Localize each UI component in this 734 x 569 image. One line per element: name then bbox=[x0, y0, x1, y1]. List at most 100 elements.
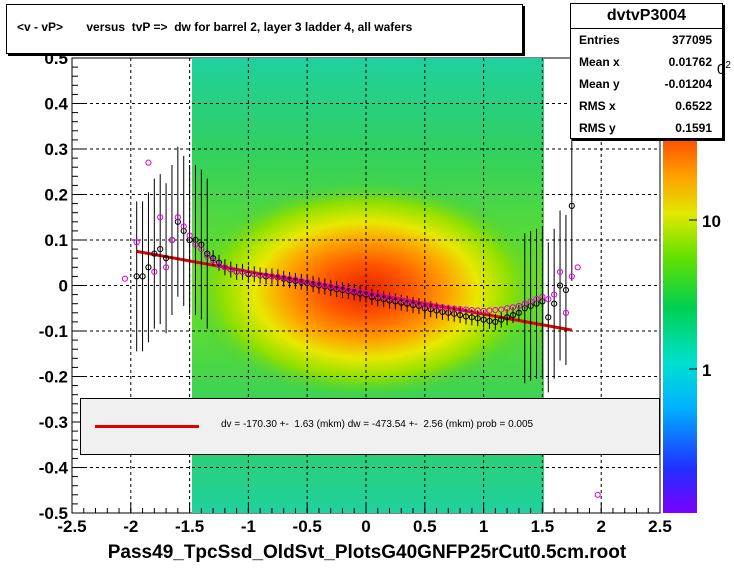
profile-point bbox=[204, 250, 211, 257]
stats-row: Entries 377095 bbox=[571, 29, 722, 51]
profile-point bbox=[151, 250, 158, 257]
profile-point bbox=[474, 315, 481, 322]
profile-point bbox=[139, 273, 146, 280]
x-tick-label: 2 bbox=[596, 517, 605, 536]
profile-point-alt bbox=[480, 307, 487, 315]
profile-point-alt bbox=[492, 306, 499, 314]
profile-point-alt bbox=[498, 306, 505, 313]
profile-point bbox=[515, 309, 522, 316]
x-tick-label: 0 bbox=[361, 517, 370, 536]
profile-point bbox=[392, 298, 399, 305]
profile-point-alt bbox=[415, 300, 423, 307]
x-tick-label: -1 bbox=[241, 517, 256, 536]
profile-point bbox=[409, 301, 417, 309]
stats-value: 0.1591 bbox=[675, 121, 712, 135]
axes: -2.5 -2 -1.5 -1 -0.5 0 0.5 1 1.5 2 2.5 -0.5 -0.4 -0.3… bbox=[39, 49, 672, 536]
profile-point bbox=[145, 264, 152, 271]
profile-point-alt bbox=[227, 266, 234, 273]
profile-point-alt bbox=[198, 246, 205, 253]
profile-point bbox=[492, 318, 499, 325]
profile-point bbox=[133, 273, 140, 280]
profile-points bbox=[121, 86, 634, 498]
profile-point-alt bbox=[404, 298, 411, 305]
profile-point-alt bbox=[268, 273, 276, 280]
profile-point bbox=[551, 300, 558, 307]
profile-point-alt bbox=[474, 307, 481, 314]
profile-point bbox=[215, 259, 223, 266]
profile-point bbox=[433, 307, 440, 314]
profile-point-alt bbox=[327, 283, 334, 290]
y-tick-label: -0.5 bbox=[39, 504, 68, 523]
profile-point-alt bbox=[433, 303, 440, 310]
profile-point-alt bbox=[427, 302, 434, 309]
fit-legend: dv = -170.30 +- 1.63 (mkm) dw = -473.54 … bbox=[80, 398, 660, 455]
profile-point bbox=[157, 246, 164, 253]
stats-value: 377095 bbox=[671, 33, 712, 47]
profile-point-alt bbox=[321, 282, 328, 289]
profile-point-alt bbox=[333, 284, 340, 291]
y-tick-label: -0.3 bbox=[39, 413, 68, 432]
profile-point-alt bbox=[180, 223, 187, 230]
profile-point-alt bbox=[451, 305, 458, 312]
profile-point bbox=[462, 313, 470, 320]
profile-point bbox=[498, 316, 505, 323]
profile-point-alt bbox=[509, 304, 517, 311]
y-tick-label: -0.1 bbox=[39, 322, 68, 341]
profile-point-alt bbox=[157, 214, 164, 221]
profile-point-alt bbox=[274, 273, 281, 280]
stats-row: RMS y 0.1591 bbox=[571, 117, 722, 139]
profile-point-alt bbox=[204, 252, 211, 260]
profile-point-alt bbox=[386, 294, 393, 301]
profile-point-alt bbox=[468, 306, 475, 314]
profile-point bbox=[509, 311, 517, 319]
profile-point-alt bbox=[445, 305, 452, 312]
stats-value: 0.01762 bbox=[668, 55, 712, 69]
profile-point-alt bbox=[239, 268, 246, 275]
color-scale-exponent: 02 bbox=[717, 60, 731, 78]
profile-point-alt bbox=[533, 296, 540, 303]
y-tick-label: 0.4 bbox=[44, 95, 68, 114]
profile-point bbox=[415, 302, 423, 310]
stats-row: RMS x 0.6522 bbox=[571, 95, 722, 117]
profile-point bbox=[533, 300, 540, 307]
profile-point-alt bbox=[409, 299, 417, 306]
profile-point-alt bbox=[121, 275, 129, 282]
profile-point-alt bbox=[392, 296, 399, 303]
profile-point-alt bbox=[280, 274, 287, 281]
profile-point-alt bbox=[262, 272, 270, 279]
profile-point-alt bbox=[456, 306, 464, 313]
profile-point-alt bbox=[286, 275, 293, 282]
profile-point bbox=[198, 241, 205, 248]
profile-point bbox=[480, 316, 487, 323]
profile-point-alt bbox=[210, 257, 217, 264]
profile-point bbox=[421, 305, 428, 312]
profile-point-alt bbox=[556, 268, 564, 275]
profile-point-alt bbox=[215, 261, 223, 269]
profile-point bbox=[210, 255, 217, 262]
profile-point bbox=[556, 282, 564, 289]
profile-point-alt bbox=[539, 293, 546, 300]
profile-point-alt bbox=[398, 296, 405, 304]
profile-point bbox=[374, 295, 381, 302]
profile-point-alt bbox=[221, 264, 228, 271]
profile-point-alt bbox=[257, 271, 264, 279]
profile-point bbox=[186, 236, 193, 244]
profile-point-alt bbox=[245, 270, 252, 277]
exponent-base: 0 bbox=[717, 61, 726, 78]
x-tick-label: -1.5 bbox=[175, 517, 204, 536]
profile-point bbox=[180, 227, 187, 234]
stats-key: Mean x bbox=[579, 55, 620, 69]
y-tick-label: 0 bbox=[59, 277, 68, 296]
profile-point-alt bbox=[568, 273, 575, 280]
x-tick-label: -2 bbox=[123, 517, 138, 536]
profile-point-alt bbox=[462, 306, 470, 313]
profile-point-alt bbox=[439, 304, 446, 311]
y-tick-label: 0.2 bbox=[44, 186, 68, 205]
profile-point bbox=[445, 309, 452, 316]
x-tick-label: 1 bbox=[479, 517, 488, 536]
profile-point-alt bbox=[162, 264, 170, 271]
y-tick-label: 0.1 bbox=[44, 231, 68, 250]
stats-key: RMS x bbox=[579, 99, 616, 113]
profile-point-alt bbox=[594, 491, 601, 498]
fit-legend-text: dv = -170.30 +- 1.63 (mkm) dw = -473.54 … bbox=[221, 419, 534, 430]
